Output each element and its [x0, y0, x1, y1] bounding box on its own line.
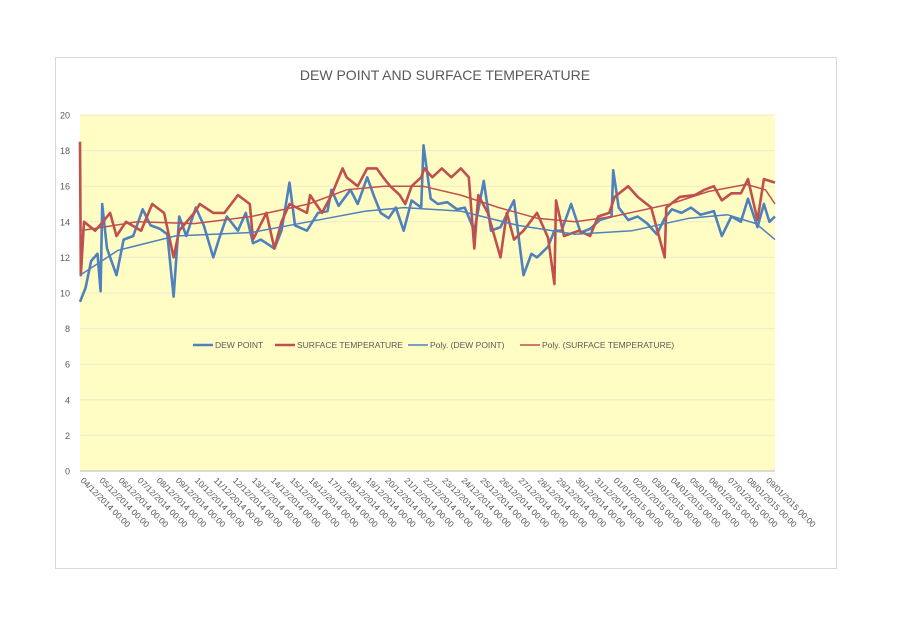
- legend-label: Poly. (SURFACE TEMPERATURE): [542, 340, 674, 350]
- legend-item: Poly. (DEW POINT): [408, 340, 505, 350]
- legend-item: Poly. (SURFACE TEMPERATURE): [520, 340, 674, 350]
- y-tick-label: 16: [60, 182, 70, 192]
- y-tick-label: 4: [65, 395, 70, 405]
- series-lines: [78, 141, 776, 303]
- legend-item: DEW POINT: [193, 340, 263, 350]
- series-line-surface-temperature: [78, 141, 776, 286]
- gridlines: [80, 114, 775, 472]
- y-tick-label: 0: [65, 467, 70, 477]
- series-line-poly-surface-temperature: [79, 183, 776, 232]
- chart-title: DEW POINT AND SURFACE TEMPERATURE: [300, 67, 590, 83]
- y-tick-label: 18: [60, 146, 70, 156]
- legend-label: Poly. (DEW POINT): [430, 340, 505, 350]
- y-tick-label: 20: [60, 111, 70, 121]
- y-tick-label: 2: [65, 431, 70, 441]
- y-tick-label: 10: [60, 289, 70, 299]
- y-tick-label: 14: [60, 217, 70, 227]
- y-tick-label: 8: [65, 324, 70, 334]
- legend-label: SURFACE TEMPERATURE: [297, 340, 403, 350]
- y-tick-label: 12: [60, 253, 70, 263]
- legend: DEW POINT SURFACE TEMPERATURE Poly. (DEW P…: [193, 340, 674, 350]
- series-line-poly-dew-point: [79, 206, 776, 276]
- y-axis-ticks: 0 2 4 6 8 10 12 14 16 18 20: [60, 111, 70, 477]
- y-tick-label: 6: [65, 360, 70, 370]
- legend-item: SURFACE TEMPERATURE: [275, 340, 403, 350]
- series-line-dew-point: [78, 144, 776, 303]
- legend-label: DEW POINT: [215, 340, 263, 350]
